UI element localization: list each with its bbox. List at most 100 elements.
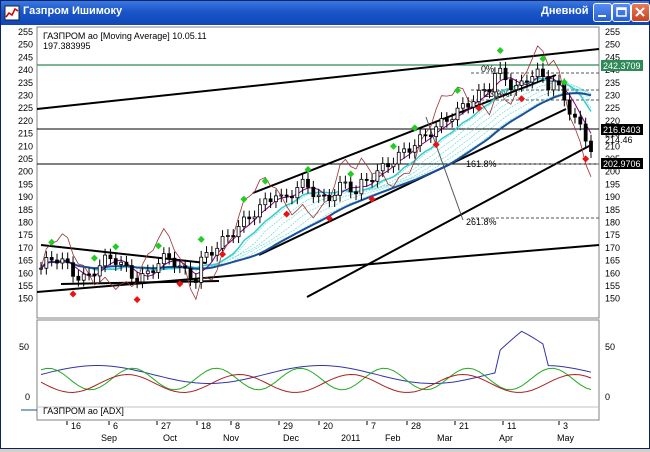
candle-body: [242, 216, 246, 227]
candle-body: [193, 279, 198, 283]
y-tick-right: 250: [605, 40, 620, 50]
candle-body: [268, 198, 273, 203]
y-tick-right: 230: [605, 91, 620, 101]
sell-signal-marker: [582, 155, 590, 163]
trendline-channel-mid: [258, 108, 567, 256]
flag-bg-203: [601, 158, 643, 169]
y-tick-left: 185: [18, 205, 33, 215]
x-day-label: 18: [201, 421, 211, 431]
fib-diagonal: [425, 116, 464, 221]
y-tick-left: 165: [18, 256, 33, 266]
candle-body: [188, 267, 193, 280]
sell-signal-marker: [219, 250, 227, 258]
candle-body: [471, 101, 476, 108]
trendline-sep-oct: [40, 244, 207, 264]
candle-body: [49, 257, 54, 261]
trendline-lower: [36, 244, 600, 293]
candle-body: [573, 113, 577, 118]
candle-body: [386, 163, 390, 168]
y-tick-right: 195: [605, 179, 620, 189]
title-bar[interactable]: Газпром Ишимоку Дневной: [1, 1, 650, 25]
x-month-label: 2011: [341, 433, 360, 443]
y-tick-left: 205: [18, 154, 33, 164]
candle-body: [589, 140, 593, 152]
x-month-label: May: [557, 433, 575, 443]
price-panel-frame: [36, 26, 600, 319]
maximize-button[interactable]: [612, 3, 631, 22]
candle-body: [161, 253, 166, 265]
flag-bg-242: [601, 60, 643, 71]
y-tick-right: 235: [605, 78, 620, 88]
sell-signal-marker: [176, 280, 184, 288]
x-day-label: 6: [113, 421, 118, 431]
y-tick-right: 170: [605, 243, 620, 253]
x-day-label: 27: [161, 421, 171, 431]
candle-body: [492, 73, 497, 93]
y-tick-left: 180: [18, 218, 33, 228]
price-chart[interactable]: ГАЗПРОМ ао [Moving Average] 10.05.11 197…: [1, 25, 649, 448]
trendline-sep-base: [60, 280, 220, 285]
candle-body: [183, 265, 188, 269]
candle-body: [97, 265, 102, 277]
x-month-label: Nov: [223, 433, 240, 443]
y-tick-left: 175: [18, 230, 33, 240]
y-tick-left: 235: [18, 78, 33, 88]
cloud-band: [40, 81, 592, 271]
candle-body: [44, 257, 49, 269]
candle-body: [274, 195, 278, 203]
adx-legend-title: ГАЗПРОМ ао [ADX]: [43, 406, 124, 416]
buy-signal-marker: [304, 165, 312, 173]
chart-area[interactable]: ГАЗПРОМ ао [Moving Average] 10.05.11 197…: [1, 25, 649, 448]
candle-body: [225, 235, 230, 237]
buy-signal-marker: [560, 78, 568, 86]
candle-body: [359, 178, 364, 195]
buy-signal-marker: [389, 142, 397, 150]
candle-body: [247, 216, 252, 220]
candle-body: [562, 84, 567, 101]
y-tick-left: 155: [18, 281, 33, 291]
candle-body: [295, 187, 300, 199]
candle-body: [354, 191, 358, 195]
buy-signal-marker: [347, 170, 355, 178]
candle-body: [375, 170, 380, 182]
candle-body: [311, 186, 316, 197]
candle-body: [583, 123, 588, 142]
y-tick-right: 160: [605, 268, 620, 278]
candle-body: [103, 254, 107, 267]
y-tick-left: 245: [18, 52, 33, 62]
buy-signal-marker: [90, 254, 98, 262]
y-tick-right: 210: [605, 141, 620, 151]
cloud-band: [40, 84, 592, 270]
x-day-label: 7: [371, 421, 376, 431]
price-legend-value: 197.383995: [43, 41, 91, 51]
candle-body: [151, 270, 156, 273]
sell-signal-marker: [475, 104, 483, 112]
candle-body: [290, 195, 294, 199]
candle-body: [434, 126, 439, 138]
candle-body: [119, 261, 123, 265]
candle-body: [263, 198, 268, 206]
di-plus-line: [40, 367, 592, 391]
adx-panel-frame: [36, 319, 600, 421]
candle-body: [370, 180, 374, 182]
candle-body: [535, 68, 540, 77]
cloud-band: [40, 91, 592, 270]
y-tick-right: 185: [605, 205, 620, 215]
close-button[interactable]: [631, 3, 650, 22]
candle-body: [258, 204, 262, 218]
candle-body: [87, 273, 91, 276]
fib-label-236: 23.6%: [484, 89, 510, 99]
candle-body: [124, 261, 129, 266]
candle-body: [167, 253, 172, 259]
candle-body: [407, 148, 412, 153]
y-tick-right: 180: [605, 218, 620, 228]
y-tick-right: 245: [605, 52, 620, 62]
adx-lines: [40, 330, 592, 394]
candle-body: [113, 258, 118, 265]
candle-body: [39, 267, 43, 270]
minimize-button[interactable]: [593, 3, 612, 22]
sell-signal-marker: [368, 195, 376, 203]
candle-body: [343, 181, 348, 184]
fib-label-2618: 261.8%: [466, 217, 497, 227]
y-tick-left: 225: [18, 103, 33, 113]
